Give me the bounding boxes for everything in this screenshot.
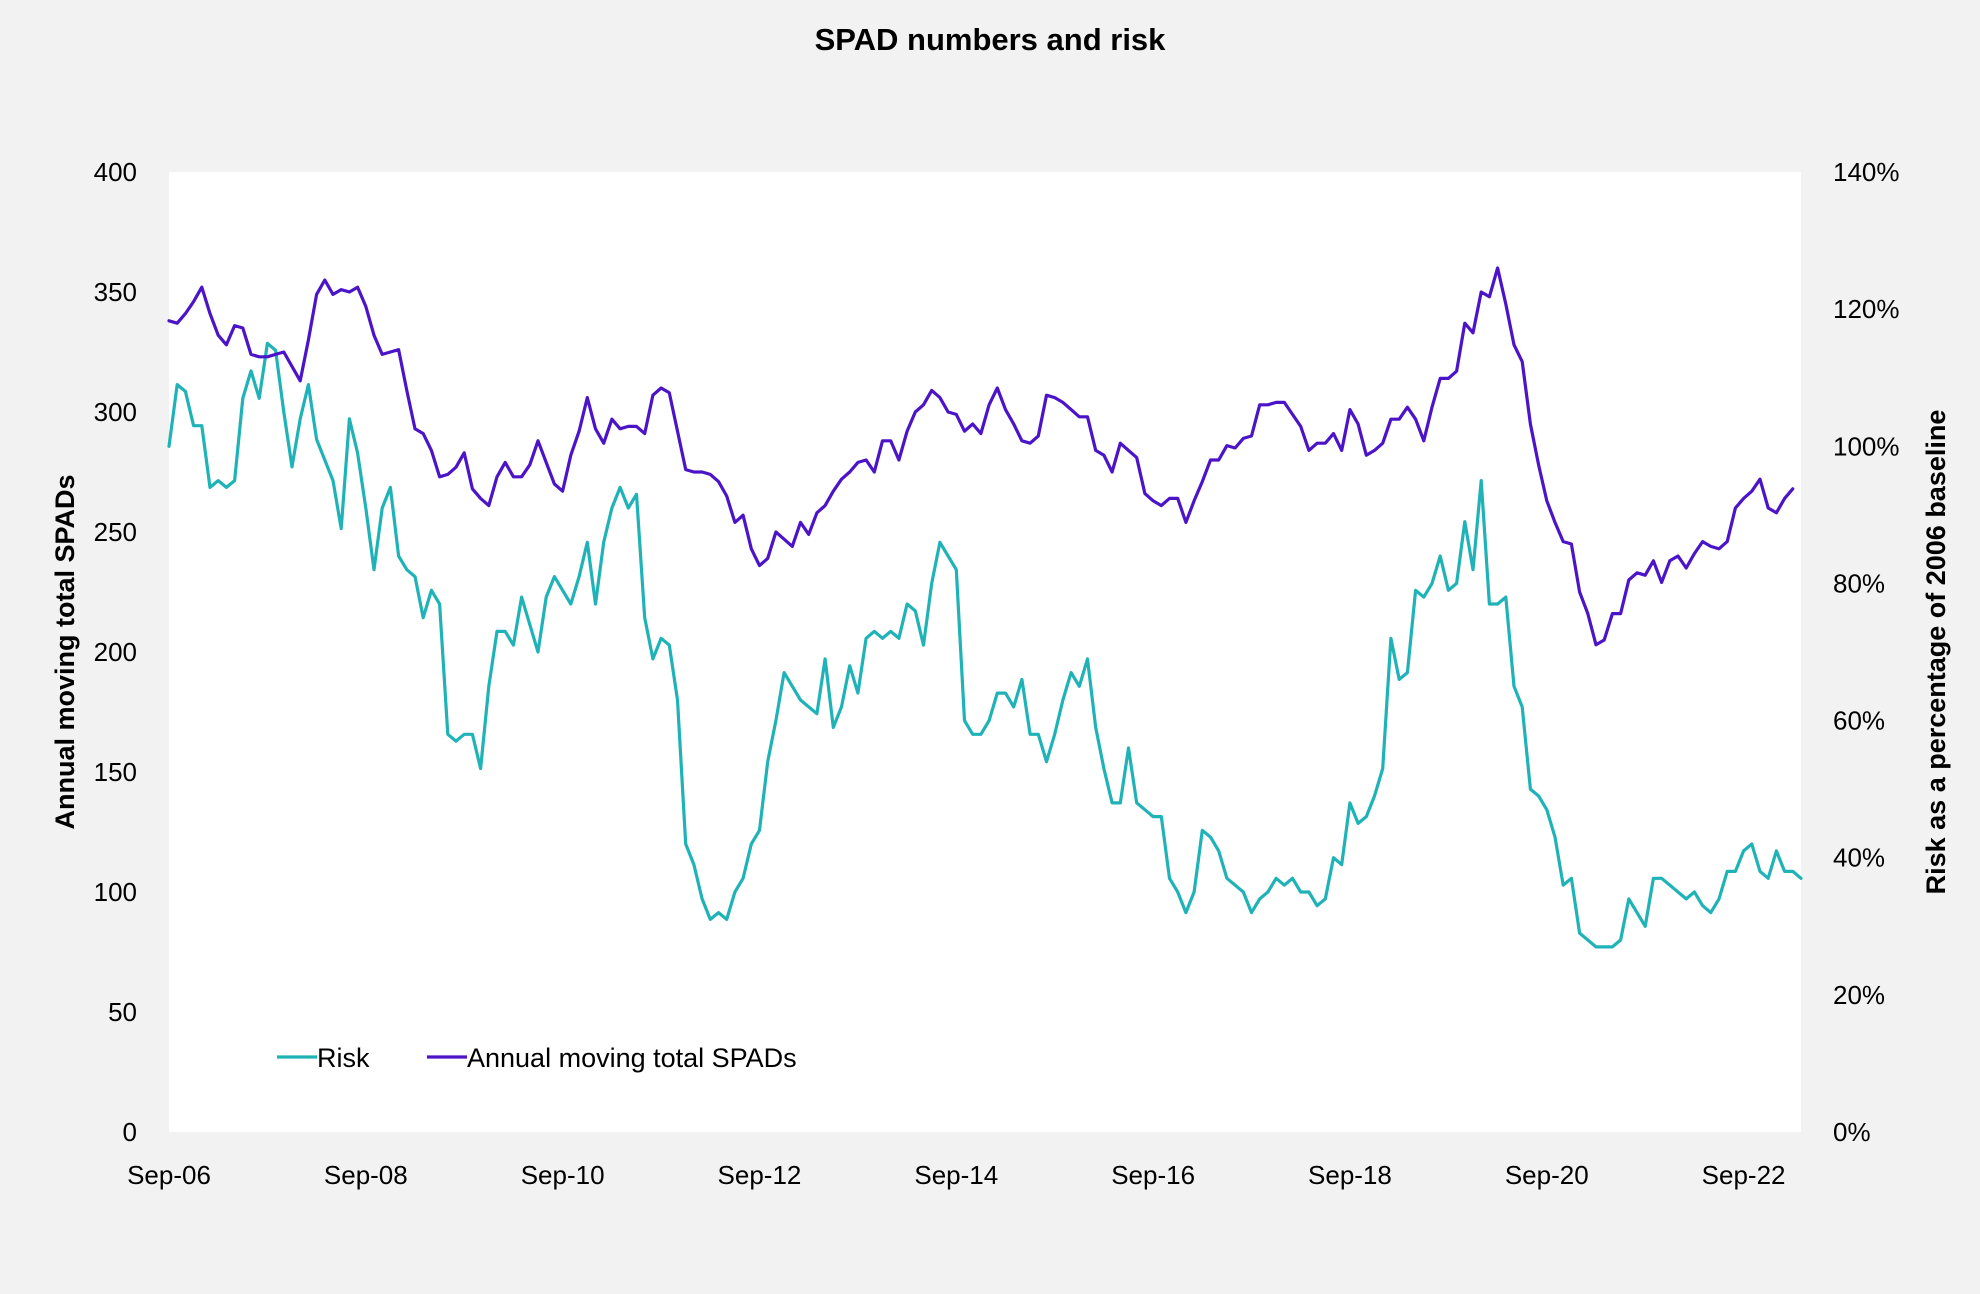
x-axis-ticks: Sep-06 Sep-08 Sep-10 Sep-12 Sep-14 Sep-16 Sep-… [127, 1160, 1785, 1190]
left-tick-label: 100 [94, 877, 137, 907]
right-tick-label: 20% [1833, 980, 1885, 1010]
right-tick-label: 0% [1833, 1117, 1871, 1147]
series-lines [167, 266, 1803, 949]
x-tick-label: Sep-14 [914, 1160, 998, 1190]
x-tick-label: Sep-12 [718, 1160, 802, 1190]
legend: Risk Annual moving total SPADs [277, 1043, 797, 1073]
chart-title: SPAD numbers and risk [815, 22, 1167, 57]
left-tick-label: 400 [94, 157, 137, 187]
left-tick-label: 50 [108, 997, 137, 1027]
x-tick-label: Sep-16 [1111, 1160, 1195, 1190]
right-axis-title: Risk as a percentage of 2006 baseline [1921, 410, 1951, 895]
right-tick-label: 120% [1833, 294, 1900, 324]
risk-line [167, 341, 1803, 949]
left-axis-ticks: 0 50 100 150 200 250 300 350 400 [94, 157, 137, 1147]
left-tick-label: 150 [94, 757, 137, 787]
right-axis-ticks: 0% 20% 40% 60% 80% 100% 120% 140% [1833, 157, 1900, 1147]
legend-label: Annual moving total SPADs [467, 1043, 797, 1073]
x-tick-label: Sep-18 [1308, 1160, 1392, 1190]
left-tick-label: 0 [123, 1117, 137, 1147]
left-tick-label: 200 [94, 637, 137, 667]
right-tick-label: 40% [1833, 843, 1885, 873]
spads-line [167, 266, 1795, 647]
x-tick-label: Sep-10 [521, 1160, 605, 1190]
x-tick-label: Sep-08 [324, 1160, 408, 1190]
right-tick-label: 80% [1833, 568, 1885, 598]
left-tick-label: 350 [94, 277, 137, 307]
right-tick-label: 100% [1833, 431, 1900, 461]
left-axis-title: Annual moving total SPADs [50, 474, 80, 829]
x-tick-label: Sep-20 [1505, 1160, 1589, 1190]
x-tick-label: Sep-22 [1702, 1160, 1786, 1190]
plot-area [169, 172, 1801, 1132]
legend-label: Risk [317, 1043, 370, 1073]
left-tick-label: 300 [94, 397, 137, 427]
right-tick-label: 140% [1833, 157, 1900, 187]
left-tick-label: 250 [94, 517, 137, 547]
right-tick-label: 60% [1833, 706, 1885, 736]
x-tick-label: Sep-06 [127, 1160, 211, 1190]
